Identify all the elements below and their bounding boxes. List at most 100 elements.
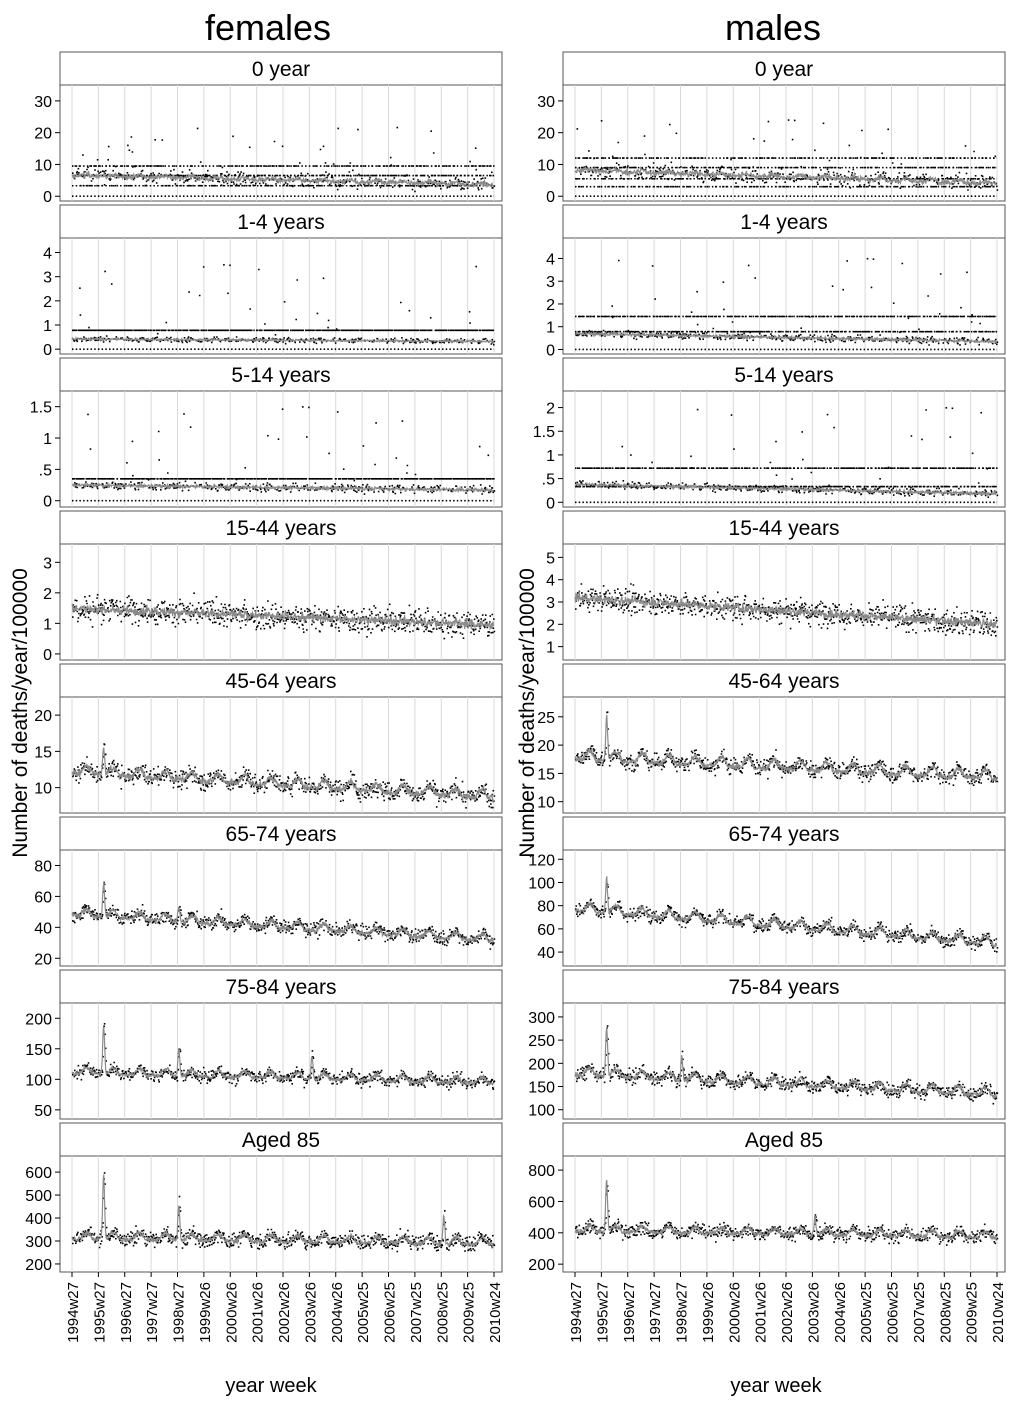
plot-area bbox=[59, 1002, 503, 1120]
x-tick-label: 2007w25 bbox=[911, 1282, 928, 1343]
y-tick-label: 120 bbox=[528, 852, 555, 869]
y-tick-label: 30 bbox=[537, 94, 555, 111]
y-tick-label: 400 bbox=[25, 1211, 52, 1228]
y-tick-label: 0 bbox=[546, 189, 555, 206]
y-tick-label: 80 bbox=[34, 858, 52, 875]
y-tick-label: 150 bbox=[25, 1042, 52, 1059]
fitted-line bbox=[574, 1027, 998, 1100]
x-tick-label: 1995w27 bbox=[91, 1282, 108, 1343]
y-tick-label: 500 bbox=[25, 1188, 52, 1205]
panel-label: 5-14 years bbox=[734, 364, 833, 387]
panel-females-2: 1-4 years 0 1 2 3 4 bbox=[43, 204, 503, 359]
x-tick-label: 2008w25 bbox=[434, 1282, 451, 1343]
y-tick-label: .5 bbox=[39, 462, 52, 479]
plot-content bbox=[71, 592, 496, 640]
x-tick-label: 2006w25 bbox=[382, 1282, 399, 1343]
panel-label: 65-74 years bbox=[226, 823, 337, 846]
panel-label: 45-64 years bbox=[729, 670, 840, 693]
y-axis-label: Number of deaths/year/100000 bbox=[9, 568, 32, 858]
plot-area bbox=[59, 237, 503, 355]
panel-strip bbox=[562, 969, 1006, 1004]
y-tick-label: 0 bbox=[43, 647, 52, 664]
panel-label: 1-4 years bbox=[740, 211, 828, 234]
y-tick-label: 0 bbox=[546, 495, 555, 512]
plot-area bbox=[59, 849, 503, 967]
plot-area bbox=[59, 543, 503, 661]
y-tick-label: 60 bbox=[537, 922, 555, 939]
panel-females-5: 45-64 years 10 15 20 bbox=[34, 663, 503, 814]
fitted-line bbox=[71, 335, 495, 345]
x-tick-label: 2000w26 bbox=[223, 1282, 240, 1343]
x-tick-label: 1997w27 bbox=[144, 1282, 161, 1343]
y-tick-label: 80 bbox=[537, 899, 555, 916]
y-tick-label: 0 bbox=[43, 189, 52, 206]
panel-females-8: Aged 85 200 300 400 500 600 1994w27 1995w27 1996… bbox=[25, 1122, 504, 1343]
plot-content bbox=[71, 881, 496, 950]
panel-label: 75-84 years bbox=[226, 976, 337, 999]
y-tick-label: 250 bbox=[528, 1033, 555, 1050]
panel-label: 75-84 years bbox=[729, 976, 840, 999]
y-tick-label: 3 bbox=[546, 274, 555, 291]
y-axis-label: Number of deaths/year/100000 bbox=[516, 568, 539, 858]
y-tick-label: 1.5 bbox=[30, 400, 52, 417]
y-tick-label: 2 bbox=[546, 297, 555, 314]
y-tick-label: 1 bbox=[43, 616, 52, 633]
x-tick-label: 2004w26 bbox=[329, 1282, 346, 1343]
y-tick-label: 4 bbox=[546, 251, 555, 268]
x-tick-label: 2003w26 bbox=[805, 1282, 822, 1343]
y-tick-label: 20 bbox=[34, 951, 52, 968]
x-tick-label: 2002w26 bbox=[779, 1282, 796, 1343]
x-tick-label: 2002w26 bbox=[276, 1282, 293, 1343]
plot-content bbox=[574, 257, 999, 351]
panel-males-8: Aged 85 200 400 600 800 1994w27 1995w27 1996w27… bbox=[528, 1122, 1007, 1343]
y-tick-label: .5 bbox=[542, 472, 555, 489]
panel-strip bbox=[59, 663, 503, 698]
plot-content bbox=[574, 1025, 999, 1105]
panel-strip bbox=[59, 1122, 503, 1157]
y-tick-label: 1 bbox=[43, 431, 52, 448]
x-tick-label: 2005w25 bbox=[355, 1282, 372, 1343]
panel-label: 65-74 years bbox=[729, 823, 840, 846]
panel-strip bbox=[59, 816, 503, 851]
fitted-line bbox=[71, 481, 494, 494]
panel-females-1: 0 year 0 10 20 30 bbox=[34, 51, 503, 206]
panel-strip bbox=[59, 51, 503, 86]
y-tick-label: 200 bbox=[528, 1056, 555, 1073]
panel-strip bbox=[562, 510, 1006, 545]
plot-content bbox=[71, 126, 496, 198]
y-tick-label: 20 bbox=[537, 126, 555, 143]
panel-strip bbox=[59, 510, 503, 545]
panel-males-4: 15-44 years 1 2 3 4 5 bbox=[546, 510, 1006, 661]
y-tick-label: 50 bbox=[34, 1103, 52, 1120]
x-axis-label: year week bbox=[225, 1375, 317, 1397]
fitted-line bbox=[71, 603, 495, 631]
fitted-line bbox=[574, 876, 998, 949]
panel-label: Aged 85 bbox=[242, 1129, 320, 1152]
x-tick-label: 1999w26 bbox=[700, 1282, 717, 1343]
y-tick-label: 15 bbox=[537, 766, 555, 783]
plot-content bbox=[574, 711, 999, 786]
plot-area bbox=[59, 696, 503, 814]
y-tick-label: 10 bbox=[537, 157, 555, 174]
plot-content bbox=[71, 1172, 496, 1253]
panel-females-4: 15-44 years 0 1 2 3 bbox=[43, 510, 503, 664]
y-tick-label: 200 bbox=[528, 1257, 555, 1274]
panel-males-3: 5-14 years 0 .5 1 1.5 2 bbox=[533, 357, 1006, 512]
x-tick-label: 2005w25 bbox=[858, 1282, 875, 1343]
panel-label: 1-4 years bbox=[237, 211, 325, 234]
panel-strip bbox=[562, 1122, 1006, 1157]
fitted-line bbox=[574, 330, 998, 345]
y-tick-label: 60 bbox=[34, 889, 52, 906]
panel-males-6: 65-74 years 40 60 80 100 120 bbox=[528, 816, 1006, 967]
y-tick-label: 200 bbox=[25, 1011, 52, 1028]
y-tick-label: 1 bbox=[546, 640, 555, 657]
y-tick-label: 400 bbox=[528, 1226, 555, 1243]
y-tick-label: 3 bbox=[43, 270, 52, 287]
y-tick-label: 1.5 bbox=[533, 424, 555, 441]
panel-males-1: 0 year 0 10 20 30 bbox=[537, 51, 1006, 206]
x-tick-label: 2000w26 bbox=[726, 1282, 743, 1343]
x-tick-label: 1995w27 bbox=[594, 1282, 611, 1343]
panel-label: 0 year bbox=[755, 58, 813, 81]
y-tick-label: 0 bbox=[546, 342, 555, 359]
x-tick-label: 2008w25 bbox=[937, 1282, 954, 1343]
